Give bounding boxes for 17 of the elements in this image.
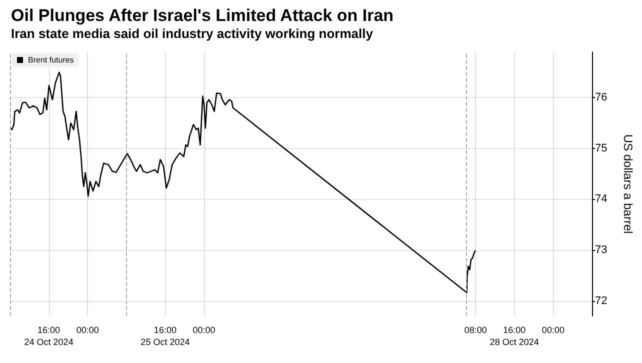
chart-subtitle: Iran state media said oil industry activity working normally [11,26,374,41]
x-tick-label: 08:00 [464,325,487,335]
x-tick-label: 00:00 [76,325,99,335]
y-tick-label: 72 [595,294,608,307]
chart-title: Oil Plunges After Israel's Limited Attack on Iran [11,6,394,25]
x-tick-label: 16:00 24 Oct 2024 [24,325,74,347]
x-tick-label: 16:00 28 Oct 2024 [490,325,539,347]
x-tick-label: 00:00 [192,325,216,335]
y-tick-label: 74 [595,193,608,206]
y-tick-label: 76 [595,92,608,104]
y-tick-label: 73 [595,244,608,256]
legend-label: Brent futures [28,56,74,64]
y-tick-label: 75 [595,142,608,154]
x-tick-label: 16:00 25 Oct 2024 [140,325,190,347]
x-tick-label: 00:00 [542,325,564,335]
line-series [9,72,476,294]
y-axis-title: US dollars a barrel [621,134,635,234]
